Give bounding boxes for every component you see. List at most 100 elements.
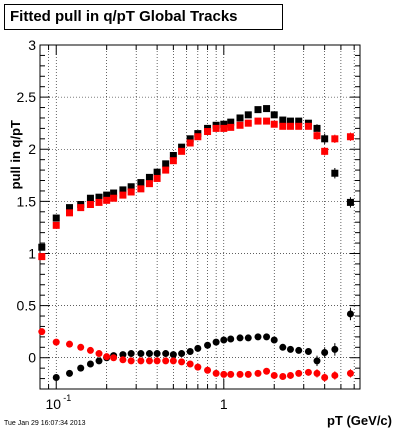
data-point <box>254 117 262 125</box>
data-point <box>244 111 252 119</box>
data-point <box>153 168 161 176</box>
data-point <box>212 369 220 377</box>
data-point <box>145 180 153 188</box>
data-point <box>279 122 287 130</box>
data-point <box>346 198 354 206</box>
data-point <box>244 119 252 127</box>
data-point <box>145 350 153 358</box>
data-point <box>137 357 145 365</box>
y-tick-label: 2 <box>28 141 36 157</box>
data-point <box>110 194 118 202</box>
data-point <box>295 122 303 130</box>
data-point <box>38 243 46 251</box>
data-point <box>103 353 111 361</box>
data-point <box>137 350 145 358</box>
data-point <box>52 214 60 222</box>
data-point <box>313 132 321 140</box>
data-point <box>236 334 244 342</box>
data-point <box>186 135 194 143</box>
data-point <box>346 369 354 377</box>
data-point <box>286 122 294 130</box>
data-point <box>137 179 145 187</box>
data-point <box>263 367 271 375</box>
data-point <box>95 198 103 206</box>
data-point <box>270 371 278 379</box>
data-point <box>331 135 339 143</box>
data-point <box>220 370 228 378</box>
data-point <box>304 122 312 130</box>
data-point <box>244 334 252 342</box>
data-point <box>127 188 135 196</box>
data-point <box>227 370 235 378</box>
x-axis-label: pT (GeV/c) <box>326 413 392 428</box>
y-tick-label: 3 <box>28 37 36 53</box>
data-point <box>95 357 103 365</box>
data-point <box>295 117 303 125</box>
data-point <box>212 338 220 346</box>
data-point <box>286 371 294 379</box>
data-point <box>244 370 252 378</box>
data-point <box>263 333 271 341</box>
data-point <box>86 200 94 208</box>
timestamp: Tue Jan 29 16:07:34 2013 <box>4 420 86 427</box>
data-point <box>153 350 161 358</box>
data-point <box>110 354 118 362</box>
data-point <box>127 357 135 365</box>
data-point <box>220 120 228 128</box>
data-point <box>236 114 244 122</box>
data-point <box>286 117 294 125</box>
data-point <box>119 356 127 364</box>
data-point <box>263 117 271 125</box>
data-point <box>162 166 170 174</box>
data-point <box>169 357 177 365</box>
x-tick-label: 10 <box>45 396 61 412</box>
data-point <box>145 173 153 181</box>
data-point <box>186 139 194 147</box>
data-point <box>119 351 127 359</box>
data-point <box>254 369 262 377</box>
data-point <box>52 338 60 346</box>
data-point <box>127 350 135 358</box>
data-point <box>77 364 85 372</box>
data-point <box>119 191 127 199</box>
data-point <box>346 310 354 318</box>
y-tick-label: 2.5 <box>17 89 37 105</box>
data-point <box>194 133 202 141</box>
data-point <box>331 169 339 177</box>
data-point <box>77 343 85 351</box>
grid <box>39 44 360 389</box>
data-point <box>204 341 212 349</box>
y-axis-label: pull in q/pT <box>8 120 23 190</box>
data-points <box>38 105 354 382</box>
data-point <box>52 374 60 382</box>
data-point <box>38 328 46 336</box>
x-tick-label: 1 <box>220 396 228 412</box>
data-point <box>331 371 339 379</box>
data-point <box>162 160 170 168</box>
data-point <box>145 357 153 365</box>
data-point <box>66 209 74 217</box>
data-point <box>220 124 228 132</box>
data-point <box>227 118 235 126</box>
data-point <box>270 120 278 128</box>
series-1 <box>38 117 354 261</box>
y-tick-label: 1.5 <box>17 193 37 209</box>
data-point <box>279 343 287 351</box>
axis-ticks <box>39 44 360 390</box>
data-point <box>162 350 170 358</box>
data-point <box>178 143 186 151</box>
data-point <box>313 357 321 365</box>
data-point <box>346 133 354 141</box>
data-point <box>169 351 177 359</box>
data-point <box>178 358 186 366</box>
data-point <box>86 346 94 354</box>
data-point <box>95 193 103 201</box>
data-point <box>137 185 145 193</box>
data-point <box>236 121 244 129</box>
data-point <box>227 335 235 343</box>
plot-frame <box>39 44 361 390</box>
data-point <box>186 347 194 355</box>
data-point <box>103 191 111 199</box>
data-point <box>178 350 186 358</box>
